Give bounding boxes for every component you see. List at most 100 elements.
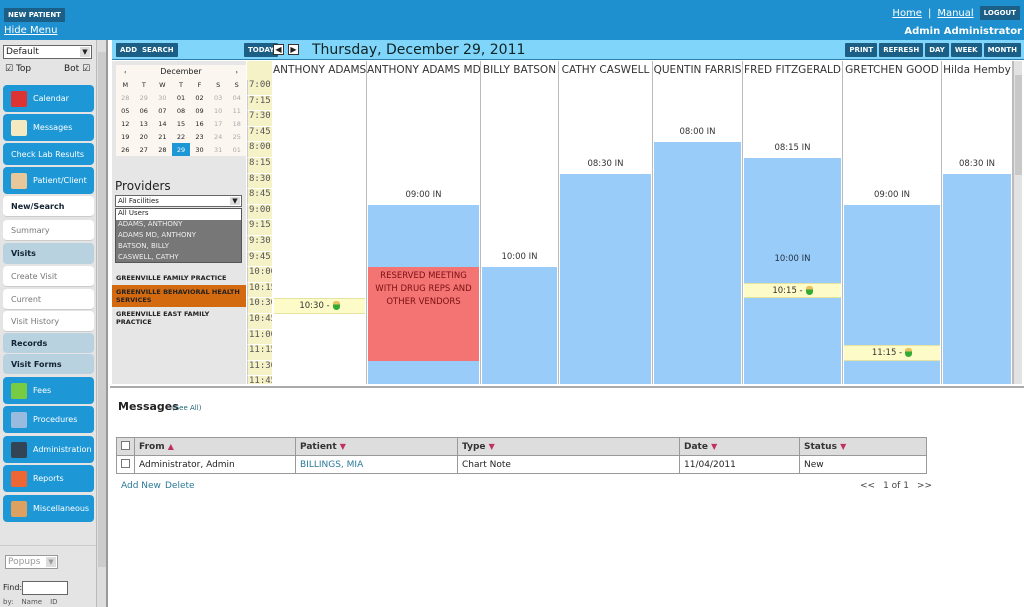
col-type[interactable]: Type ▼: [457, 437, 680, 456]
print-button[interactable]: PRINT: [845, 43, 878, 57]
calendar-day[interactable]: 08: [176, 106, 186, 115]
calendar-day[interactable]: 21: [158, 132, 167, 141]
facility-item[interactable]: GREENVILLE FAMILY PRACTICE: [116, 274, 227, 282]
by-name-radio[interactable]: Name: [21, 598, 43, 606]
calendar-day[interactable]: 27: [139, 145, 148, 154]
calendar-day[interactable]: 22: [176, 132, 186, 141]
appointment[interactable]: 10:30 -: [274, 298, 365, 314]
calendar-day[interactable]: 02: [195, 93, 204, 102]
calendar-day[interactable]: 09: [195, 106, 204, 115]
facility-item[interactable]: GREENVILLE EAST FAMILY PRACTICE: [116, 310, 210, 326]
calendar-day[interactable]: 24: [213, 132, 223, 141]
availability-block[interactable]: [844, 360, 940, 384]
calendar-day[interactable]: 30: [158, 93, 167, 102]
provider-column-header[interactable]: ANTHONY ADAMS MD: [367, 61, 480, 80]
sidebar-item-patient-client[interactable]: Patient/Client: [3, 167, 94, 194]
provider-column-header[interactable]: BILLY BATSON: [481, 61, 558, 80]
sidebar-item-calendar[interactable]: Calendar: [3, 85, 94, 112]
search-button[interactable]: SEARCH: [138, 43, 178, 57]
calendar-day[interactable]: 10: [213, 106, 223, 115]
sidebar-item-current[interactable]: Current: [3, 289, 94, 310]
reserved-block[interactable]: RESERVED MEETING WITH DRUG REPS AND OTHE…: [368, 267, 479, 361]
select-all-checkbox[interactable]: [121, 440, 130, 450]
facility-item[interactable]: GREENVILLE BEHAVIORAL HEALTH SERVICES: [112, 285, 246, 307]
calendar-day[interactable]: 04: [232, 93, 241, 102]
facility-select[interactable]: All Facilities ▼: [115, 195, 242, 207]
provider-column-header[interactable]: CATHY CASWELL: [559, 61, 652, 80]
find-input[interactable]: [22, 581, 68, 595]
calendar-day[interactable]: 18: [232, 119, 241, 128]
calendar-day[interactable]: 30: [195, 145, 204, 154]
prev-day-icon[interactable]: ◀: [273, 44, 284, 55]
col-status[interactable]: Status ▼: [799, 437, 927, 456]
col-from[interactable]: From ▲: [134, 437, 296, 456]
calendar-day[interactable]: 14: [158, 119, 167, 128]
calendar-day[interactable]: 01: [232, 145, 241, 154]
see-all-link[interactable]: (See All): [172, 404, 202, 412]
top-checkbox[interactable]: ☑ Top: [5, 64, 32, 74]
prev-month-icon[interactable]: ‹: [123, 67, 127, 76]
delete-link[interactable]: Delete: [165, 481, 195, 491]
sidebar-item-visit-history[interactable]: Visit History: [3, 311, 94, 332]
provider-option[interactable]: BATSON, BILLY: [118, 242, 169, 250]
calendar-day[interactable]: 20: [139, 132, 148, 141]
calendar-day[interactable]: 12: [121, 119, 130, 128]
month-view-button[interactable]: MONTH: [983, 43, 1021, 57]
provider-option[interactable]: ADAMS, ANTHONY: [118, 220, 183, 228]
sidebar-item-visit-forms[interactable]: Visit Forms: [3, 354, 94, 374]
row-checkbox[interactable]: [121, 458, 130, 468]
next-month-icon[interactable]: ›: [235, 67, 239, 76]
availability-block[interactable]: 09:00 IN: [368, 190, 479, 268]
calendar-day[interactable]: 11: [232, 106, 241, 115]
appointment[interactable]: 10:15 -: [744, 282, 841, 299]
provider-option[interactable]: CASWELL, CATHY: [118, 253, 179, 261]
availability-block[interactable]: 09:00 IN: [844, 190, 940, 346]
sidebar-item-miscellaneous[interactable]: Miscellaneous: [3, 495, 94, 522]
schedule-scrollbar[interactable]: [1013, 61, 1022, 384]
provider-option[interactable]: All Users: [116, 209, 241, 220]
sidebar-item-create-visit[interactable]: Create Visit: [3, 266, 94, 287]
sidebar-item-records[interactable]: Records: [3, 333, 94, 353]
provider-column-header[interactable]: ANTHONY ADAMS: [273, 61, 366, 80]
sidebar-item-visits[interactable]: Visits: [3, 243, 94, 264]
sidebar-item-procedures[interactable]: Procedures: [3, 406, 94, 433]
calendar-day[interactable]: 07: [158, 106, 167, 115]
by-id-radio[interactable]: ID: [50, 598, 58, 606]
layout-select[interactable]: Default ▼: [3, 45, 92, 59]
sidebar-item-reports[interactable]: Reports: [3, 465, 94, 492]
provider-column-header[interactable]: Hilda Hemby: [942, 61, 1012, 80]
calendar-day[interactable]: 31: [213, 145, 223, 154]
availability-block[interactable]: 08:00 IN: [654, 127, 741, 384]
sidebar-item-messages[interactable]: Messages: [3, 114, 94, 141]
logout-button[interactable]: LOGOUT: [979, 6, 1020, 20]
add-button[interactable]: ADD: [116, 43, 142, 57]
popups-select[interactable]: Popups ▼: [5, 555, 58, 569]
sidebar-item-administration[interactable]: Administration: [3, 436, 94, 463]
sidebar-scrollbar[interactable]: [96, 40, 108, 607]
calendar-day[interactable]: 01: [176, 93, 186, 102]
calendar-day[interactable]: 15: [176, 119, 186, 128]
hide-menu-link[interactable]: Hide Menu: [4, 25, 58, 36]
scrollbar-thumb[interactable]: [98, 52, 106, 567]
sidebar-item-summary[interactable]: Summary: [3, 220, 94, 241]
sidebar-item-check-lab-results[interactable]: Check Lab Results: [3, 143, 94, 165]
calendar-day[interactable]: 25: [232, 132, 241, 141]
col-date[interactable]: Date ▼: [679, 437, 800, 456]
availability-block[interactable]: 08:15 IN: [744, 143, 841, 283]
calendar-day[interactable]: 29: [139, 93, 148, 102]
add-new-link[interactable]: Add New: [121, 481, 161, 491]
home-link[interactable]: Home: [892, 7, 922, 19]
provider-column-header[interactable]: FRED FITZGERALD: [743, 61, 842, 80]
cell-patient-link[interactable]: BILLINGS, MIA: [295, 455, 458, 474]
calendar-day[interactable]: 23: [195, 132, 204, 141]
bot-checkbox[interactable]: Bot ☑: [64, 64, 91, 74]
calendar-day[interactable]: 03: [213, 93, 223, 102]
calendar-day[interactable]: 06: [139, 106, 148, 115]
availability-block[interactable]: [368, 360, 479, 384]
today-button[interactable]: TODAY: [244, 43, 279, 57]
calendar-day[interactable]: 19: [121, 132, 130, 141]
sidebar-item-fees[interactable]: Fees: [3, 377, 94, 404]
new-patient-button[interactable]: NEW PATIENT: [4, 8, 65, 22]
availability-block[interactable]: [744, 298, 841, 384]
appointment[interactable]: 11:15 -: [844, 345, 940, 361]
